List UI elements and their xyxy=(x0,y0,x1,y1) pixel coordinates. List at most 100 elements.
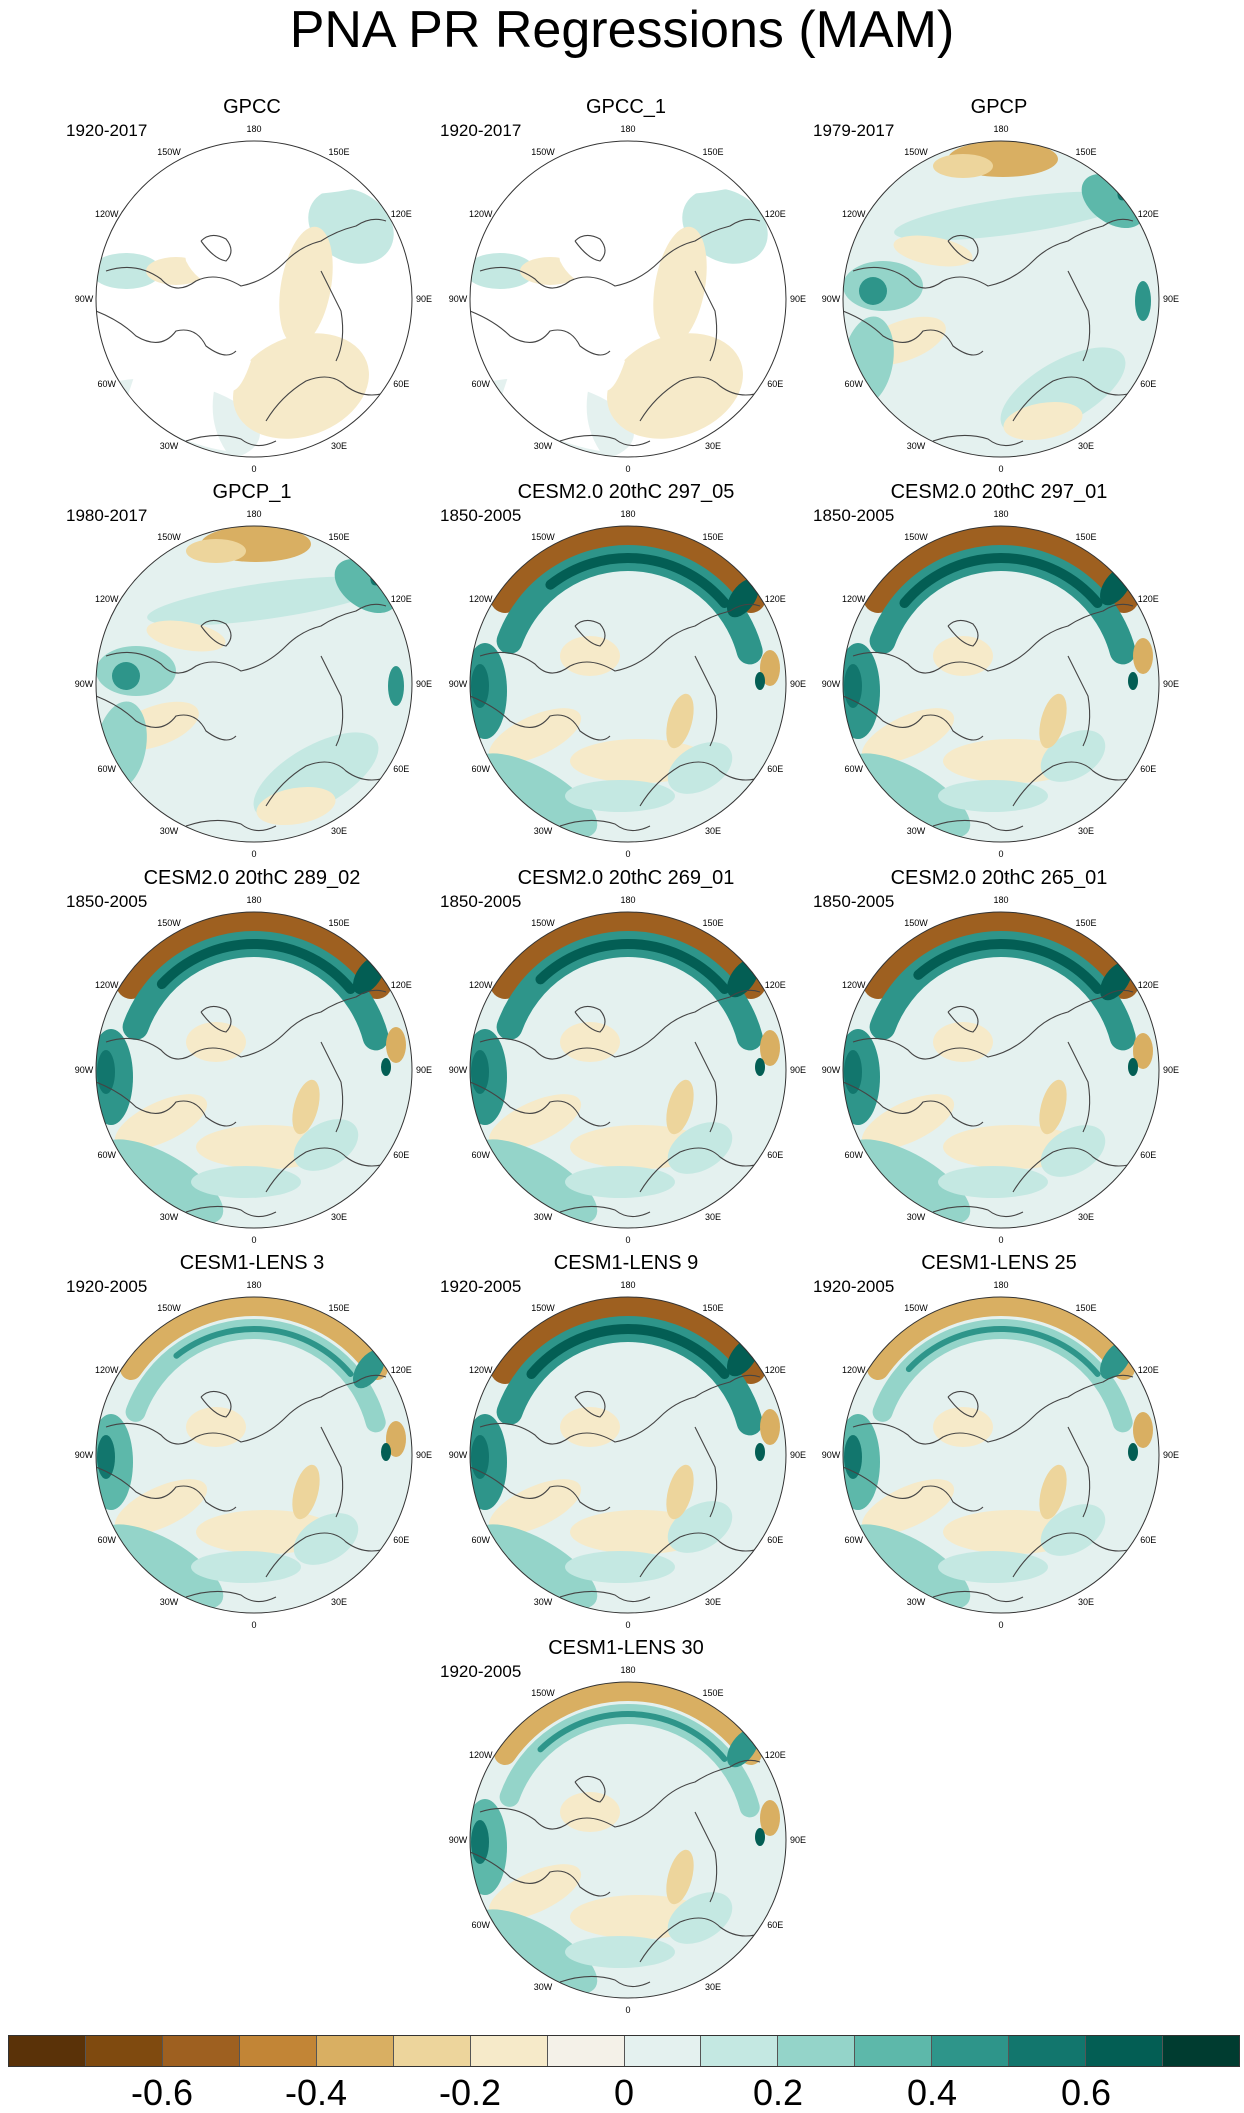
longitude-label: 30E xyxy=(1078,441,1094,451)
polar-stereographic-map: 180 150E 120E 90E 60E 30E 0 30W 60W 90W 120W 150W xyxy=(75,124,432,474)
colorbar-box xyxy=(162,2036,240,2066)
wet-band-core xyxy=(913,939,1103,995)
land-anomaly-zone xyxy=(607,333,743,439)
coastline xyxy=(470,1081,611,1127)
wet-anomaly xyxy=(381,1443,391,1461)
longitude-label: 150E xyxy=(328,147,349,157)
missing-data-area xyxy=(216,349,251,391)
panel-title: GPCP xyxy=(970,96,1028,118)
longitude-label: 0 xyxy=(251,464,256,474)
panel-period: 1920-2005 xyxy=(440,1662,522,1681)
panel-period: 1920-2005 xyxy=(440,1277,522,1296)
wet-anomaly xyxy=(98,1139,224,1225)
panel-title: GPCC xyxy=(223,96,281,118)
longitude-label: 90W xyxy=(822,1450,841,1460)
coastline xyxy=(852,218,1134,289)
map-border xyxy=(842,1296,1160,1614)
coastline xyxy=(479,218,761,289)
wet-anomaly xyxy=(1040,1125,1106,1177)
dry-anomaly xyxy=(1039,1464,1067,1520)
coastline xyxy=(694,1426,718,1518)
dry-anomaly xyxy=(1039,693,1067,749)
colorbar-box xyxy=(393,2036,471,2066)
coastline xyxy=(479,1374,761,1445)
longitude-label: 150E xyxy=(1075,1303,1096,1313)
wet-anomaly xyxy=(472,753,598,839)
wet-anomaly xyxy=(191,1551,301,1583)
longitude-label: 150W xyxy=(531,918,555,928)
longitude-label: 120E xyxy=(765,1365,786,1375)
coastline xyxy=(105,218,387,289)
coastline xyxy=(947,619,979,647)
coastline xyxy=(947,234,979,262)
longitude-label: 90W xyxy=(449,1065,468,1075)
dry-band xyxy=(863,912,1139,999)
longitude-label: 150W xyxy=(157,532,181,542)
map-panel: CESM1-LENS 30 180 150E 120E 90E 60E 30E 0 30W 60W… xyxy=(440,1636,812,2016)
coastline xyxy=(694,1041,718,1133)
coastline xyxy=(470,695,611,741)
longitude-label: 0 xyxy=(625,464,630,474)
wet-anomaly xyxy=(1040,1504,1106,1556)
coastline xyxy=(1067,1041,1091,1133)
panel-period: 1920-2017 xyxy=(440,121,522,140)
longitude-label: 180 xyxy=(620,1665,635,1675)
panel-period: 1850-2005 xyxy=(66,892,148,911)
longitude-label: 120W xyxy=(95,209,119,219)
wet-band-core xyxy=(526,1324,730,1380)
polar-stereographic-map: 180 150E 120E 90E 60E 30E 0 30W 60W 90W 120W 150W xyxy=(449,509,806,859)
wet-anomaly xyxy=(667,742,733,794)
panel-title: CESM2.0 20thC 289_02 xyxy=(143,867,361,889)
polar-stereographic-map: 180 150E 120E 90E 60E 30E 0 30W 60W 90W 120W 150W xyxy=(75,509,432,859)
longitude-label: 150W xyxy=(531,532,555,542)
colorbar-box xyxy=(85,2036,163,2066)
coastline xyxy=(1012,1532,1139,1578)
longitude-label: 150W xyxy=(157,147,181,157)
panel-period: 1920-2005 xyxy=(66,1277,148,1296)
colorbar-tick-label: -0.2 xyxy=(438,2072,502,2113)
colorbar: -0.6 -0.4 -0.2 0 0.2 0.4 0.6 xyxy=(8,2035,1240,2113)
longitude-label: 180 xyxy=(246,509,261,519)
longitude-label: 60W xyxy=(98,379,117,389)
longitude-label: 150E xyxy=(702,147,723,157)
panel-period: 1920-2005 xyxy=(813,1277,895,1296)
longitude-label: 120E xyxy=(391,980,412,990)
longitude-label: 180 xyxy=(993,509,1008,519)
longitude-label: 30E xyxy=(1078,1597,1094,1607)
dry-band xyxy=(867,1297,1135,1380)
missing-data-area xyxy=(126,365,226,451)
dry-anomaly xyxy=(1133,1412,1153,1448)
wet-anomaly xyxy=(565,780,675,812)
coastline xyxy=(694,1811,718,1903)
colorbar-box xyxy=(778,2036,856,2066)
map-panel: CESM2.0 20thC 297_05 180 150E 120E 90E 60E 30E… xyxy=(440,480,812,860)
longitude-label: 120W xyxy=(469,1365,493,1375)
longitude-label: 60W xyxy=(472,1150,491,1160)
longitude-label: 30W xyxy=(160,826,179,836)
colorbar-box xyxy=(624,2036,702,2066)
dry-anomaly xyxy=(760,1800,780,1836)
dry-anomaly xyxy=(386,1027,406,1063)
longitude-label: 60E xyxy=(393,1150,409,1160)
coastline xyxy=(200,1390,232,1418)
map-border xyxy=(842,525,1160,843)
longitude-label: 120E xyxy=(391,209,412,219)
colorbar-box xyxy=(470,2036,548,2066)
map-panel: CESM2.0 20thC 297_01 180 150E 120E 90E 60E 30E… xyxy=(813,480,1185,860)
longitude-label: 90E xyxy=(1163,1065,1179,1075)
longitude-label: 90E xyxy=(416,294,432,304)
longitude-label: 180 xyxy=(993,895,1008,905)
longitude-label: 30W xyxy=(160,441,179,451)
longitude-label: 120E xyxy=(1138,209,1159,219)
dry-anomaly xyxy=(114,1094,208,1150)
coastline xyxy=(265,1532,392,1578)
precip-anomaly-zone xyxy=(893,235,973,267)
panel-period: 1979-2017 xyxy=(813,121,895,140)
longitude-label: 90W xyxy=(75,294,94,304)
longitude-label: 0 xyxy=(625,2005,630,2015)
missing-data-area xyxy=(106,141,386,241)
panel-title: CESM2.0 20thC 297_01 xyxy=(890,481,1108,503)
wet-anomaly xyxy=(938,780,1048,812)
coastline xyxy=(185,1590,277,1603)
precip-anomaly-zone xyxy=(1135,281,1151,321)
